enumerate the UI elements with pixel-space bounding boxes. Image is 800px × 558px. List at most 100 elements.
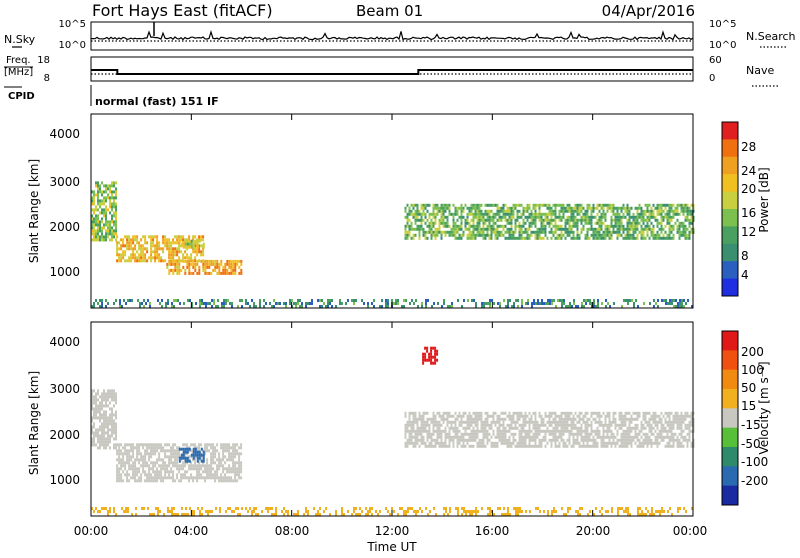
velocity-cell [646,441,649,445]
velocity-cell [429,510,431,513]
power-cell [97,199,99,203]
power-cell [146,250,149,254]
velocity-cell [225,510,227,513]
beam-label: Beam 01 [356,2,423,20]
power-cell [614,224,617,228]
velocity-cell [230,452,233,456]
power-cell [156,250,159,254]
velocity-cell [168,458,171,462]
power-cell [474,236,477,240]
velocity-cell [182,467,185,471]
power-colorbar-swatch [722,191,738,210]
velocity-cell [576,438,579,442]
power-cell [460,218,463,222]
velocity-cell [506,423,509,427]
power-cell [192,245,195,249]
power-cell [676,212,679,216]
velocity-cell [610,435,613,439]
power-cell [430,221,433,225]
power-cell [299,299,301,302]
velocity-cell [582,417,585,421]
velocity-cell [422,358,425,362]
power-cell [488,233,491,237]
velocity-cell [574,441,577,445]
velocity-cell [628,435,631,439]
power-cell [536,230,539,234]
velocity-cell [95,416,97,420]
power-cell [490,227,493,231]
velocity-cell [507,507,509,510]
velocity-cell [452,426,455,430]
velocity-cell [566,438,569,442]
power-cell [220,262,223,266]
power-cell [434,218,437,222]
velocity-cell [367,510,369,513]
power-cell [424,212,427,216]
velocity-cell [556,414,559,418]
power-cell [174,247,177,251]
velocity-cell [115,446,117,450]
velocity-cell [534,423,537,427]
velocity-cell [596,435,599,439]
power-cell [116,250,119,254]
power-cell [188,265,191,269]
power-cell [442,221,445,225]
velocity-cell [606,432,609,436]
velocity-cell [385,507,387,510]
velocity-cell [418,438,421,442]
velocity-cell [134,473,137,477]
power-cell [126,247,129,251]
velocity-cell [490,441,493,445]
velocity-cell [220,446,223,450]
velocity-cell [471,510,473,513]
velocity-cell [186,450,189,454]
velocity-cell [199,513,201,516]
velocity-cell [148,467,151,471]
power-cell [648,209,651,213]
power-cell [194,241,197,245]
velocity-cell [160,464,163,468]
power-cell [432,233,435,237]
velocity-cell [492,417,495,421]
velocity-cell [614,441,617,445]
velocity-cell [672,417,675,421]
power-cell [142,253,145,257]
velocity-cell [222,446,225,450]
power-cell [216,259,219,263]
velocity-cell [515,513,517,516]
power-cell [504,209,507,213]
velocity-cell [122,446,125,450]
power-cell [413,302,415,305]
power-cell [93,220,95,224]
velocity-cell [586,420,589,424]
power-cell [120,259,123,263]
power-cell [430,227,433,231]
power-cbar-tick-28: 28 [741,140,756,154]
velocity-cell [198,467,201,471]
velocity-cell [212,458,215,462]
velocity-cell [424,429,427,433]
velocity-cell [414,441,417,445]
power-cell [397,302,399,305]
power-cell [540,212,543,216]
velocity-cell [424,441,427,445]
velocity-cell [156,443,159,447]
velocity-cell [528,423,531,427]
velocity-cell [101,437,103,441]
power-cell [510,212,513,216]
power-cell [524,227,527,231]
velocity-cell [91,431,93,435]
power-cell [586,233,589,237]
velocity-cell [438,414,441,418]
power-cell [544,218,547,222]
power-cell [406,218,409,222]
velocity-cell [128,455,131,459]
velocity-cell [186,470,189,474]
velocity-cell [238,464,241,468]
power-cell [640,218,643,222]
power-cell [534,230,537,234]
velocity-cell [688,435,691,439]
velocity-cell [222,452,225,456]
velocity-cell [150,473,153,477]
